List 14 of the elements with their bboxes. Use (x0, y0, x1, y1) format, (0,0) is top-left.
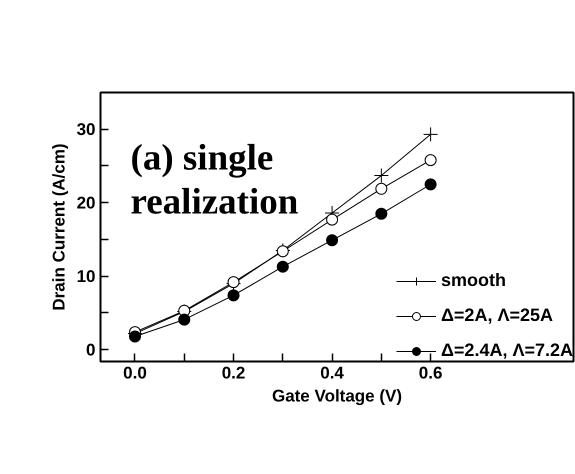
text: (a) single realization (130, 138, 299, 222)
x-tick-label: 0.0 (123, 364, 147, 382)
y-tick-label: 0 (86, 340, 96, 360)
legend-label: Δ=2A, Λ=25A (440, 305, 553, 326)
y-axis-title: Drain Current (A/cm) (50, 143, 69, 311)
x-tick-label: 0.4 (320, 364, 344, 382)
x-axis-title: Gate Voltage (V) (272, 386, 402, 406)
legend-label: smooth (440, 270, 506, 291)
y-tick-label: 30 (76, 120, 96, 140)
x-tick-label: 0.6 (418, 364, 442, 382)
x-tick-label: 0.2 (222, 364, 246, 382)
legend-label: Δ=2.4A, Λ=7.2A (440, 340, 573, 361)
y-tick-label: 20 (76, 194, 96, 213)
y-tick-label: 10 (76, 267, 96, 286)
